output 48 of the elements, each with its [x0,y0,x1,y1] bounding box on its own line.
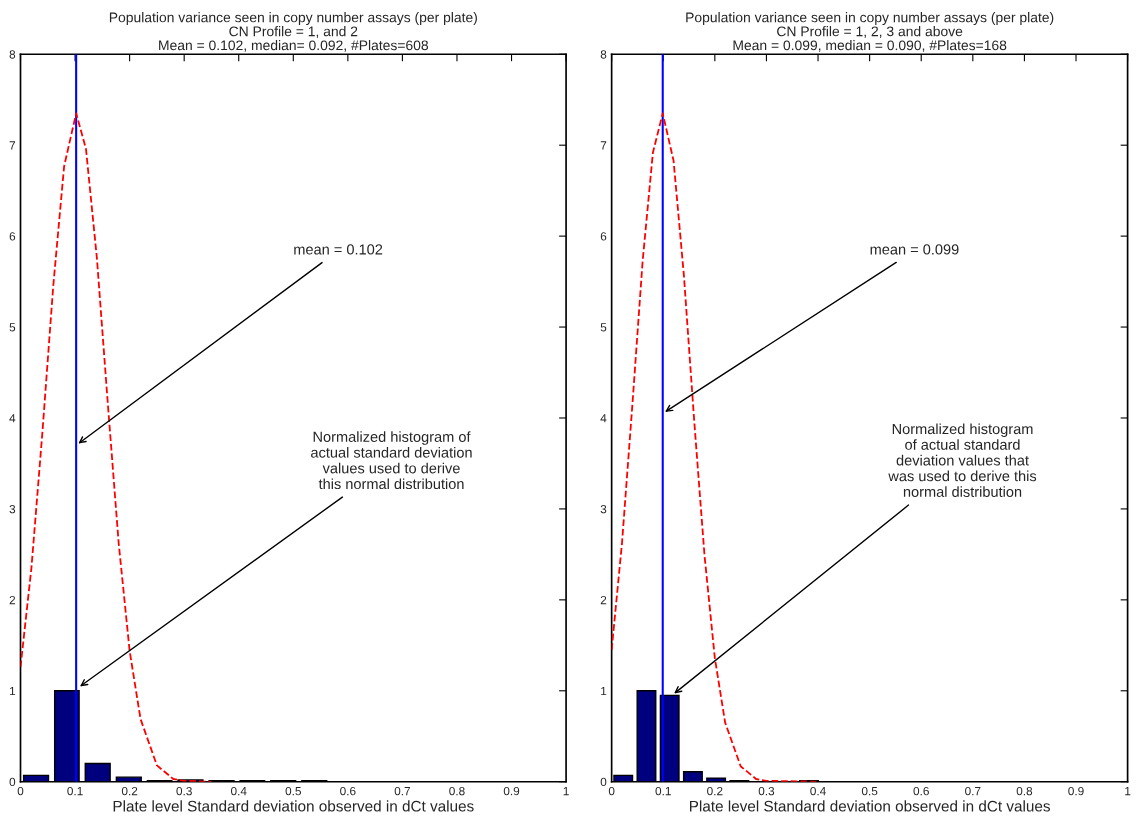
x-tick-label: 0.5 [285,786,301,796]
y-tick-label: 8 [9,50,16,59]
x-tick-label: 0.6 [340,786,356,796]
annotation: mean = 0.102 [294,244,383,255]
y-tick-label: 4 [9,414,16,423]
y-tick-label: 5 [9,323,16,332]
x-tick-label: 0 [608,786,615,796]
x-tick-label: 0.7 [965,786,981,796]
annotation: Normalized histogram of actual standard deviation values that was used to derive this normal distribution [888,423,1037,497]
x-axis-title: Plate level Standard deviation observed in dCt values [689,800,1050,812]
chart-title: Population variance seen in copy number assays (per plate) CN Profile = 1, and 2 Mean = 0.102, median= 0.092, #Plates=608 [109,12,477,52]
y-tick-label: 1 [601,686,607,696]
y-tick-label: 0 [9,777,16,787]
x-tick-label: 0.8 [1016,786,1033,796]
x-tick-label: 0.9 [503,786,520,796]
y-tick-label: 3 [9,504,16,514]
y-tick-label: 2 [9,595,16,605]
y-tick-label: 1 [9,686,16,696]
x-tick-label: 0.6 [913,786,929,796]
x-tick-label: 0.5 [861,786,878,796]
x-tick-label: 0.3 [758,786,775,796]
y-tick-label: 7 [600,141,607,150]
chart-title: Population variance seen in copy number assays (per plate) CN Profile = 1, 2, 3 and above Mean = 0.099, median = 0.090, #Plates=168 [686,12,1054,52]
y-tick-label: 6 [9,232,16,241]
annotation: mean = 0.099 [870,244,959,255]
y-tick-label: 8 [600,50,607,59]
x-tick-label: 0.4 [810,786,826,796]
x-tick-label: 1 [1125,787,1131,796]
y-tick-label: 2 [600,595,607,605]
y-tick-label: 0 [600,777,607,787]
y-tick-label: 5 [600,323,607,332]
x-tick-label: 0.4 [230,786,247,796]
x-tick-label: 0.3 [176,786,192,796]
x-tick-label: 0.9 [1068,786,1084,796]
x-tick-label: 0 [17,786,24,796]
x-tick-label: 0.8 [449,786,465,796]
x-tick-label: 0.2 [707,786,723,796]
x-tick-label: 1 [563,787,569,796]
x-tick-label: 0.1 [67,786,83,796]
y-tick-label: 7 [9,141,16,150]
x-tick-label: 0.2 [121,786,138,796]
x-tick-label: 0.1 [655,786,671,796]
x-axis-title: Plate level Standard deviation observed in dCt values [113,800,474,812]
annotation: Normalized histogram of actual standard deviation values used to derive this normal distribution [311,431,472,490]
y-tick-label: 4 [600,414,607,423]
x-tick-label: 0.7 [394,786,411,796]
y-tick-label: 3 [600,504,607,514]
y-tick-label: 6 [600,232,607,241]
